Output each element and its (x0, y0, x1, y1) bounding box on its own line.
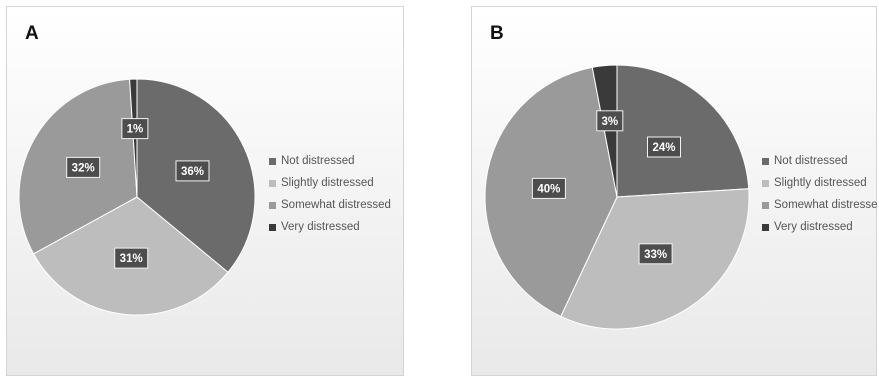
pie-chart-a: 36% 31% 32% 1% (18, 78, 256, 316)
data-label-box (638, 243, 673, 265)
legend-label: Slightly distressed (774, 177, 867, 189)
data-label-box (114, 247, 149, 269)
data-label-box (596, 110, 624, 132)
data-label-slightly-distressed: 31% (114, 247, 149, 269)
legend-swatch (269, 224, 276, 231)
legend-label: Very distressed (774, 221, 853, 233)
legend-item-slightly-distressed: Slightly distressed (269, 172, 391, 194)
data-label-very-distressed: 3% (596, 110, 624, 132)
pie-chart-b: 24% 33% 40% 3% (484, 64, 750, 330)
data-label-box (66, 156, 101, 178)
data-label-not-distressed: 36% (175, 160, 210, 182)
data-label-box (647, 136, 681, 158)
legend-label: Very distressed (281, 221, 360, 233)
data-label-not-distressed: 24% (647, 136, 681, 158)
legend-item-somewhat-distressed: Somewhat distressed (269, 194, 391, 216)
legend-swatch (762, 202, 769, 209)
legend-swatch (269, 202, 276, 209)
panel-label-a: A (25, 23, 39, 44)
legend-item-not-distressed: Not distressed (762, 150, 877, 172)
data-label-text: 36% (181, 166, 204, 178)
legend-swatch (762, 180, 769, 187)
legend-label: Somewhat distressed (281, 199, 391, 211)
legend-label: Somewhat distressed (774, 199, 877, 211)
legend-item-not-distressed: Not distressed (269, 150, 391, 172)
legend-item-very-distressed: Very distressed (269, 216, 391, 238)
chart-panel-a: A 36% 31% 32% 1% Not distressed Slightly di… (6, 6, 404, 376)
data-label-text: 3% (601, 116, 618, 128)
legend-label: Not distressed (774, 155, 848, 167)
legend-swatch (762, 224, 769, 231)
data-label-box (121, 118, 149, 140)
data-label-box (531, 177, 566, 199)
legend-item-slightly-distressed: Slightly distressed (762, 172, 877, 194)
data-label-text: 31% (120, 253, 143, 265)
legend-item-very-distressed: Very distressed (762, 216, 877, 238)
data-label-text: 40% (537, 183, 560, 195)
data-label-slightly-distressed: 33% (638, 243, 673, 265)
legend-a: Not distressed Slightly distressed Somew… (269, 150, 391, 238)
data-label-somewhat-distressed: 32% (66, 156, 101, 178)
data-label-text: 1% (127, 124, 144, 136)
legend-label: Slightly distressed (281, 177, 374, 189)
chart-panel-b: B 24% 33% 40% 3% Not distressed Slightly di… (471, 6, 877, 376)
data-label-somewhat-distressed: 40% (531, 177, 566, 199)
data-label-very-distressed: 1% (121, 118, 149, 140)
data-label-box (175, 160, 210, 182)
data-label-text: 32% (72, 162, 95, 174)
pie-slice-not-distressed (616, 64, 750, 198)
legend-swatch (269, 180, 276, 187)
legend-swatch (762, 158, 769, 165)
legend-swatch (269, 158, 276, 165)
data-label-text: 33% (644, 249, 667, 261)
legend-b: Not distressed Slightly distressed Somew… (762, 150, 877, 238)
data-label-text: 24% (652, 142, 675, 154)
panel-label-b: B (490, 23, 504, 44)
legend-label: Not distressed (281, 155, 355, 167)
legend-item-somewhat-distressed: Somewhat distressed (762, 194, 877, 216)
